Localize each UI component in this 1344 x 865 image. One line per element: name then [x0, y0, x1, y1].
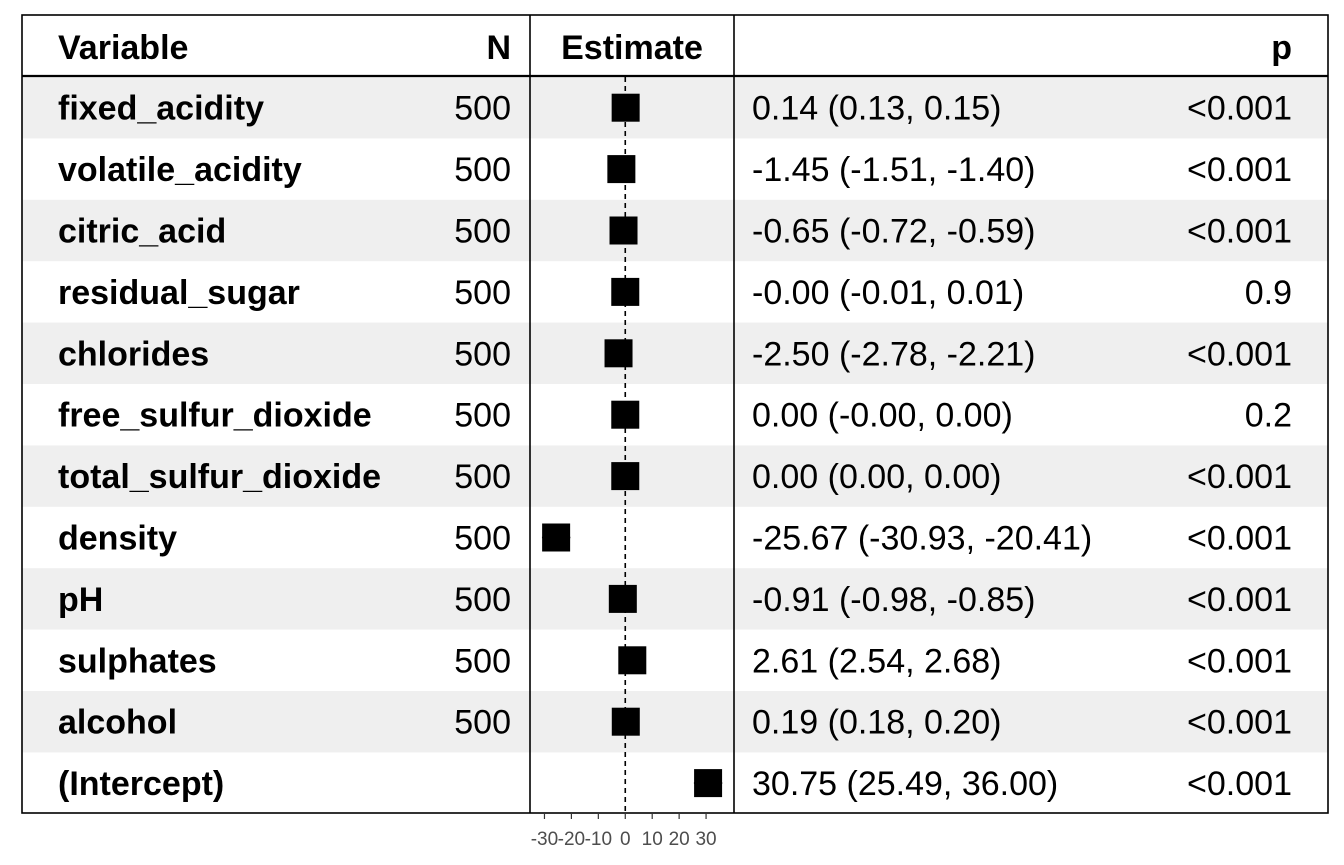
n-value: 500 — [454, 704, 511, 742]
variable-label: pH — [58, 581, 103, 619]
x-tick-label: 20 — [669, 829, 690, 850]
row-stripe — [22, 445, 1328, 507]
ci-text: -1.45 (-1.51, -1.40) — [752, 151, 1035, 189]
row-stripes — [22, 77, 1328, 753]
x-tick-label: -10 — [585, 829, 612, 850]
n-value: 500 — [454, 520, 511, 558]
ci-text: -25.67 (-30.93, -20.41) — [752, 520, 1092, 558]
ci-text: -0.00 (-0.01, 0.01) — [752, 274, 1024, 312]
variable-label: fixed_acidity — [58, 90, 264, 128]
p-value: <0.001 — [1187, 213, 1292, 251]
table-borders — [21, 14, 1329, 814]
p-value: <0.001 — [1187, 581, 1292, 619]
table-header: Variable N Estimate p — [58, 29, 1292, 67]
ci-text: 0.00 (0.00, 0.00) — [752, 458, 1002, 496]
variable-label: alcohol — [58, 704, 177, 742]
estimate-marker — [618, 646, 647, 675]
n-value: 500 — [454, 151, 511, 189]
estimate-marker — [611, 707, 640, 736]
p-value: <0.001 — [1187, 90, 1292, 128]
estimate-marker — [611, 277, 640, 306]
ci-text: -0.91 (-0.98, -0.85) — [752, 581, 1035, 619]
n-value: 500 — [454, 642, 511, 680]
estimate-marker — [611, 400, 640, 429]
variable-label: sulphates — [58, 642, 217, 680]
estimate-marker — [604, 339, 633, 368]
header-variable: Variable — [58, 29, 188, 67]
table-body: fixed_acidity 500 0.14 (0.13, 0.15) <0.001 v… — [58, 90, 1292, 803]
outer-border — [21, 14, 1329, 814]
row-stripe — [22, 322, 1328, 384]
header-n: N — [486, 29, 511, 67]
n-value: 500 — [454, 397, 511, 435]
ci-text: 2.61 (2.54, 2.68) — [752, 642, 1002, 680]
p-value: <0.001 — [1187, 704, 1292, 742]
variable-label: volatile_acidity — [58, 151, 302, 189]
estimate-panel — [541, 77, 723, 813]
n-value: 500 — [454, 213, 511, 251]
ci-text: -0.65 (-0.72, -0.59) — [752, 213, 1035, 251]
variable-label: residual_sugar — [58, 274, 300, 312]
estimate-marker — [611, 462, 640, 491]
header-estimate: Estimate — [561, 29, 703, 67]
n-value: 500 — [454, 274, 511, 312]
estimate-marker — [611, 93, 640, 122]
variable-label: density — [58, 520, 177, 558]
x-tick-label: -20 — [558, 829, 585, 850]
estimate-marker — [609, 216, 638, 245]
estimate-marker — [694, 769, 723, 798]
x-tick-label: 10 — [642, 829, 663, 850]
p-value: <0.001 — [1187, 642, 1292, 680]
variable-label: free_sulfur_dioxide — [58, 397, 372, 435]
variable-label: (Intercept) — [58, 765, 224, 803]
x-tick-label: 0 — [620, 829, 631, 850]
x-axis: -30 -20 -10 0 10 20 30 — [531, 813, 717, 850]
n-value: 500 — [454, 335, 511, 373]
estimate-marker — [607, 155, 636, 184]
x-tick-label: 30 — [695, 829, 716, 850]
ci-text: 0.19 (0.18, 0.20) — [752, 704, 1002, 742]
row-stripe — [22, 77, 1328, 139]
p-value: 0.9 — [1245, 274, 1292, 312]
ci-text: 0.14 (0.13, 0.15) — [752, 90, 1002, 128]
p-value: 0.2 — [1245, 397, 1292, 435]
p-value: <0.001 — [1187, 458, 1292, 496]
row-stripe — [22, 568, 1328, 630]
variable-label: total_sulfur_dioxide — [58, 458, 381, 496]
p-value: <0.001 — [1187, 520, 1292, 558]
estimate-marker — [542, 523, 571, 552]
n-value: 500 — [454, 90, 511, 128]
variable-label: citric_acid — [58, 213, 226, 251]
row-stripe — [22, 691, 1328, 753]
n-value: 500 — [454, 581, 511, 619]
x-tick-label: -30 — [531, 829, 558, 850]
ci-text: 0.00 (-0.00, 0.00) — [752, 397, 1013, 435]
ci-text: -2.50 (-2.78, -2.21) — [752, 335, 1035, 373]
header-p: p — [1271, 29, 1292, 67]
ci-text: 30.75 (25.49, 36.00) — [752, 765, 1058, 803]
n-value: 500 — [454, 458, 511, 496]
variable-label: chlorides — [58, 335, 209, 373]
p-value: <0.001 — [1187, 151, 1292, 189]
p-value: <0.001 — [1187, 335, 1292, 373]
p-value: <0.001 — [1187, 765, 1292, 803]
row-stripe — [22, 199, 1328, 262]
estimate-marker — [608, 584, 637, 613]
